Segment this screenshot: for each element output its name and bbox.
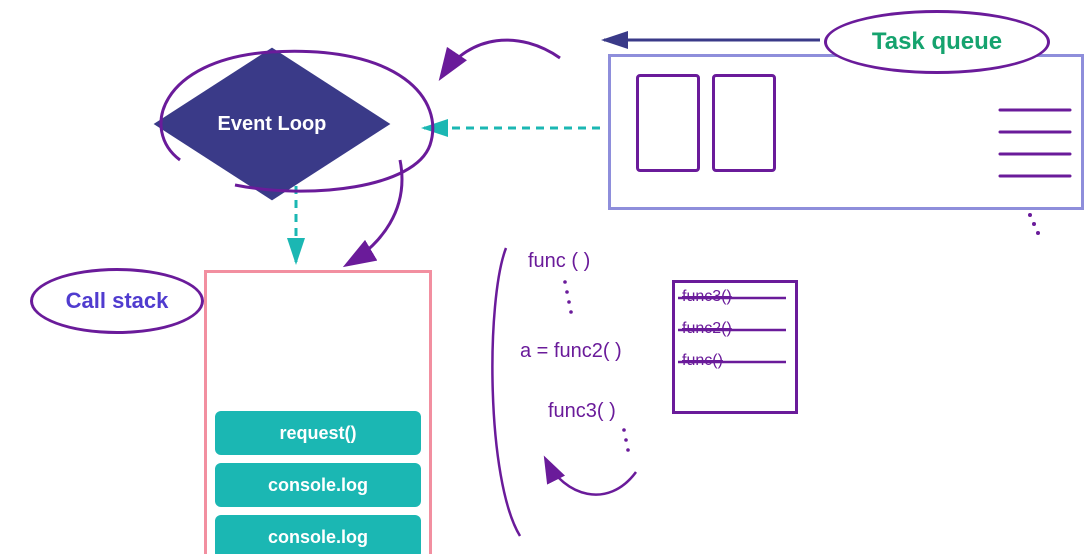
event-loop-label: Event Loop <box>218 113 327 136</box>
stack-item-1-label: console.log <box>268 475 368 496</box>
hand-note-1: a = func2( ) <box>520 340 622 363</box>
task-queue-label: Task queue <box>872 28 1002 56</box>
stack-item-2-label: console.log <box>268 527 368 548</box>
hand-note-2: func3( ) <box>548 400 616 423</box>
event-loop-diamond-wrap: Event Loop <box>188 70 355 178</box>
mini-stack-item-1: func2() <box>682 320 732 338</box>
call-stack-label-oval: Call stack <box>30 268 204 334</box>
call-stack-label: Call stack <box>66 288 169 314</box>
mini-stack-item-0: func3() <box>682 288 732 306</box>
hand-note-0: func ( ) <box>528 250 590 273</box>
stack-item-0-label: request() <box>279 423 356 444</box>
task-queue-item-2 <box>712 74 776 172</box>
arrow-curve-in <box>442 40 560 76</box>
diagram-canvas: Task queue Event Loop Call stack request… <box>0 0 1084 554</box>
mini-stack-item-2: func() <box>682 352 723 370</box>
call-stack-box: request() console.log console.log <box>204 270 432 554</box>
hand-notes-return-arrow <box>546 460 636 495</box>
hand-notes-vdots <box>563 280 630 452</box>
stack-item-0: request() <box>215 411 421 455</box>
stack-item-1: console.log <box>215 463 421 507</box>
task-queue-label-oval: Task queue <box>824 10 1050 74</box>
task-queue-item-1 <box>636 74 700 172</box>
arrow-curve-out <box>348 160 402 264</box>
task-queue-trailing-dots <box>1028 213 1040 235</box>
stack-item-2: console.log <box>215 515 421 554</box>
event-loop-diamond: Event Loop <box>154 48 391 201</box>
hand-notes-brace <box>492 248 520 536</box>
